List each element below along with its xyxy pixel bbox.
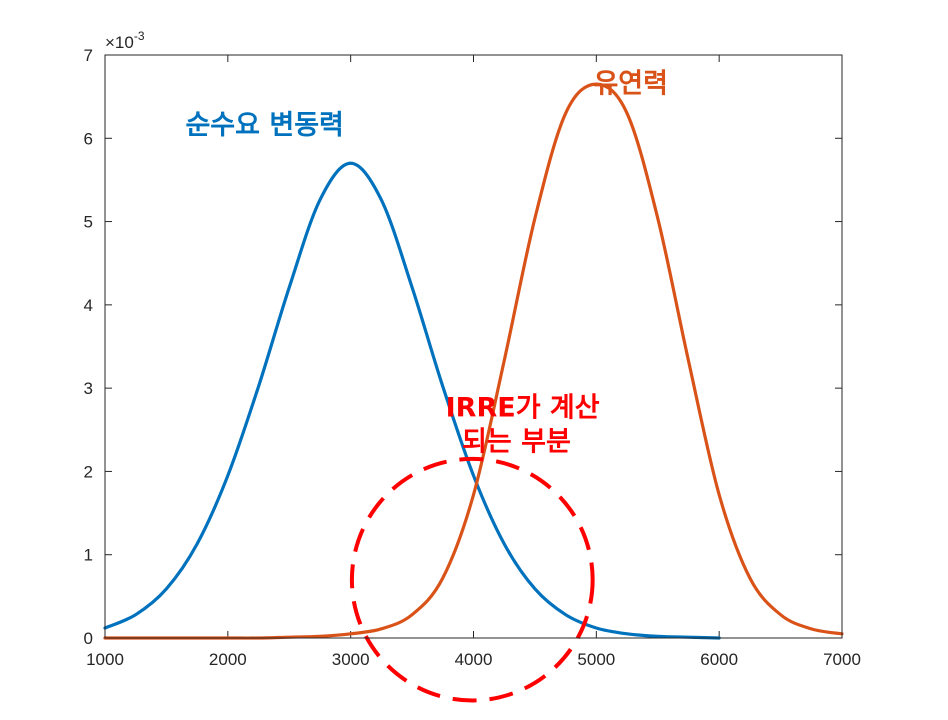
series-line-0 [103,161,721,640]
x-tick-label: 4000 [455,650,493,669]
y-tick-label: 7 [84,46,93,65]
highlight-layer [349,456,595,703]
y-tick-label: 3 [84,379,93,398]
y-tick-label: 1 [84,546,93,565]
y-tick-label: 5 [84,213,93,232]
x-tick-label: 3000 [332,650,370,669]
y-axis-exponent-base: ×10 [105,33,134,52]
highlight-circle [349,456,595,703]
x-tick-label: 7000 [823,650,861,669]
x-tick-label: 2000 [209,650,247,669]
y-axis-exponent-power: -3 [134,29,145,43]
y-tick-label: 0 [84,629,93,648]
annotation-2: IRRE가 계산 [446,392,600,423]
x-tick-label: 6000 [700,650,738,669]
y-axis: 0 1 2 3 4 5 6 7 [84,46,842,648]
y-tick-label: 6 [84,129,93,148]
plot-area [105,55,842,638]
annotation-3: 되는 부분 [462,427,571,458]
annotation-1: 유연력 [593,68,668,99]
annotation-0: 순수요 변동력 [185,110,343,141]
x-tick-label: 1000 [86,650,124,669]
x-tick-label: 5000 [577,650,615,669]
y-axis-exponent: ×10-3 [105,29,145,52]
y-tick-label: 2 [84,462,93,481]
y-tick-label: 4 [84,296,93,315]
plot-frame [104,54,843,639]
